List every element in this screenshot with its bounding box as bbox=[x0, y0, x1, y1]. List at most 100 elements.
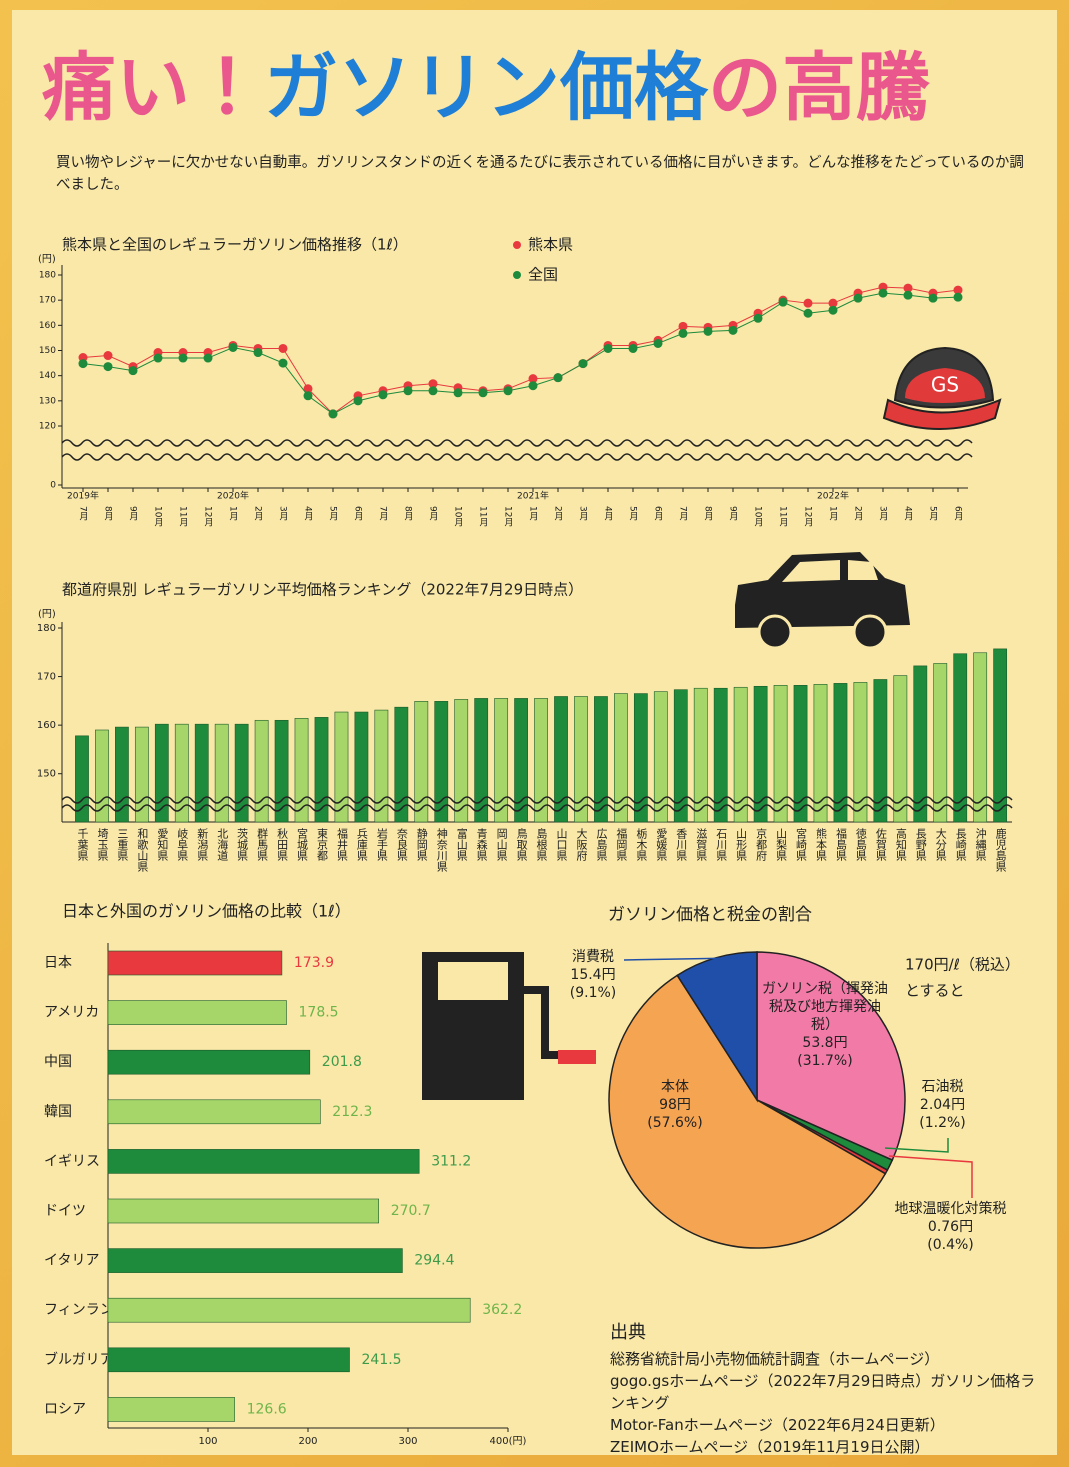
x-tick-label: 9月 bbox=[428, 506, 439, 522]
x-tick-label: 10月 bbox=[453, 506, 464, 527]
data-point bbox=[479, 388, 488, 397]
x-tick-label: 兵庫県 bbox=[355, 828, 368, 862]
slice-value: 2.04円 bbox=[895, 1096, 990, 1114]
data-point bbox=[154, 354, 163, 363]
x-tick-label: 滋賀県 bbox=[695, 828, 708, 862]
title-part: ガソリン価格 bbox=[264, 45, 709, 131]
x-tick-label: 広島県 bbox=[595, 828, 608, 862]
source-item: ZEIMOホームページ（2019年11月19日公開） bbox=[610, 1436, 1050, 1458]
axis-unit: (円) bbox=[38, 609, 56, 620]
x-tick-label: 100 bbox=[198, 1436, 217, 1447]
y-tick-label: 0 bbox=[50, 481, 56, 491]
x-tick-label: 石川県 bbox=[715, 828, 728, 862]
x-tick-label: 大阪府 bbox=[575, 827, 588, 862]
slice-value: 98円 bbox=[620, 1096, 730, 1114]
data-point bbox=[654, 339, 663, 348]
title-part: の高騰 bbox=[708, 45, 930, 131]
slice-label: ガソリン税（揮発油税及び地方揮発油税）53.8円(31.7%) bbox=[760, 980, 890, 1070]
data-point bbox=[279, 344, 288, 353]
data-point bbox=[204, 354, 213, 363]
x-tick-label: 愛知県 bbox=[156, 828, 169, 862]
x-tick-label: 7月 bbox=[678, 506, 689, 522]
data-point bbox=[304, 391, 313, 400]
x-tick-label: 2月 bbox=[553, 506, 564, 522]
x-tick-label: 福島県 bbox=[834, 827, 847, 862]
data-point bbox=[554, 373, 563, 382]
value-label: 173.9 bbox=[294, 955, 334, 971]
x-tick-label: 3月 bbox=[278, 506, 289, 522]
legend-label: 熊本県 bbox=[528, 236, 573, 254]
slice-label: 本体98円(57.6%) bbox=[620, 1078, 730, 1132]
x-tick-label: 400(円) bbox=[490, 1436, 527, 1447]
x-tick-label: 愛媛県 bbox=[655, 828, 668, 862]
slice-name: 石油税 bbox=[895, 1078, 990, 1096]
legend-label: 全国 bbox=[528, 266, 558, 284]
x-tick-label: 10月 bbox=[753, 506, 764, 527]
y-tick-label: 160 bbox=[37, 720, 56, 731]
x-tick-label: 3月 bbox=[878, 506, 889, 522]
bar bbox=[914, 666, 927, 822]
slice-percent: (31.7%) bbox=[760, 1052, 890, 1070]
x-tick-label: 沖縄県 bbox=[974, 828, 987, 862]
axis-break bbox=[62, 440, 972, 446]
legend-marker bbox=[513, 271, 521, 279]
data-point bbox=[629, 344, 638, 353]
y-tick-label: 中国 bbox=[44, 1054, 72, 1070]
data-point bbox=[729, 326, 738, 335]
x-year-label: 2022年 bbox=[817, 490, 849, 502]
bar bbox=[295, 718, 308, 822]
x-tick-label: 6月 bbox=[953, 506, 964, 522]
data-point bbox=[354, 396, 363, 405]
x-tick-label: 福岡県 bbox=[615, 827, 628, 862]
cap-label: GS bbox=[931, 373, 959, 397]
y-tick-label: ロシア bbox=[44, 1401, 86, 1417]
x-tick-label: 1月 bbox=[828, 506, 839, 522]
x-tick-label: 富山県 bbox=[455, 828, 468, 862]
bar bbox=[415, 701, 428, 822]
x-tick-label: 5月 bbox=[328, 506, 339, 522]
x-tick-label: 12月 bbox=[803, 506, 814, 527]
bar bbox=[275, 720, 288, 822]
x-tick-label: 佐賀県 bbox=[874, 827, 887, 862]
x-tick-label: 静岡県 bbox=[415, 827, 428, 862]
data-point bbox=[679, 329, 688, 338]
sources: 出典 総務省統計局小売物価統計調査（ホームページ）gogo.gsホームページ（2… bbox=[610, 1322, 1050, 1458]
x-tick-label: 宮崎県 bbox=[795, 828, 808, 862]
x-tick-label: 8月 bbox=[703, 506, 714, 522]
bar bbox=[108, 1199, 379, 1223]
x-tick-label: 宮城県 bbox=[296, 828, 309, 862]
value-label: 201.8 bbox=[322, 1054, 362, 1070]
x-tick-label: 秋田県 bbox=[276, 827, 289, 862]
x-tick-label: 島根県 bbox=[535, 827, 548, 862]
data-point bbox=[804, 299, 813, 308]
bar bbox=[108, 1149, 419, 1173]
value-label: 178.5 bbox=[299, 1005, 339, 1021]
axis-break bbox=[62, 454, 972, 460]
x-tick-label: 7月 bbox=[378, 506, 389, 522]
x-tick-label: 茨城県 bbox=[236, 828, 249, 862]
x-tick-label: 2月 bbox=[853, 506, 864, 522]
bar bbox=[108, 1249, 402, 1273]
x-tick-label: 9月 bbox=[128, 506, 139, 522]
x-tick-label: 香川県 bbox=[675, 828, 688, 862]
bar bbox=[108, 1001, 287, 1025]
x-tick-label: 300 bbox=[398, 1436, 417, 1447]
slice-percent: (9.1%) bbox=[548, 984, 638, 1002]
x-tick-label: 5月 bbox=[628, 506, 639, 522]
y-tick-label: 170 bbox=[37, 672, 56, 683]
x-tick-label: 1月 bbox=[228, 506, 239, 522]
y-tick-label: 140 bbox=[39, 371, 56, 381]
slice-label: 消費税15.4円(9.1%) bbox=[548, 948, 638, 1002]
x-tick-label: 岐阜県 bbox=[176, 828, 189, 862]
data-point bbox=[954, 293, 963, 302]
axis-unit: (円) bbox=[38, 254, 56, 265]
y-tick-label: 180 bbox=[37, 623, 56, 634]
x-tick-label: 12月 bbox=[203, 506, 214, 527]
chart-title: ガソリン価格と税金の割合 bbox=[608, 905, 812, 925]
value-label: 311.2 bbox=[431, 1153, 471, 1169]
x-tick-label: 長崎県 bbox=[954, 828, 967, 862]
slice-percent: (1.2%) bbox=[895, 1114, 990, 1132]
data-point bbox=[229, 343, 238, 352]
x-tick-label: 6月 bbox=[653, 506, 664, 522]
x-year-label: 2019年 bbox=[67, 490, 99, 502]
